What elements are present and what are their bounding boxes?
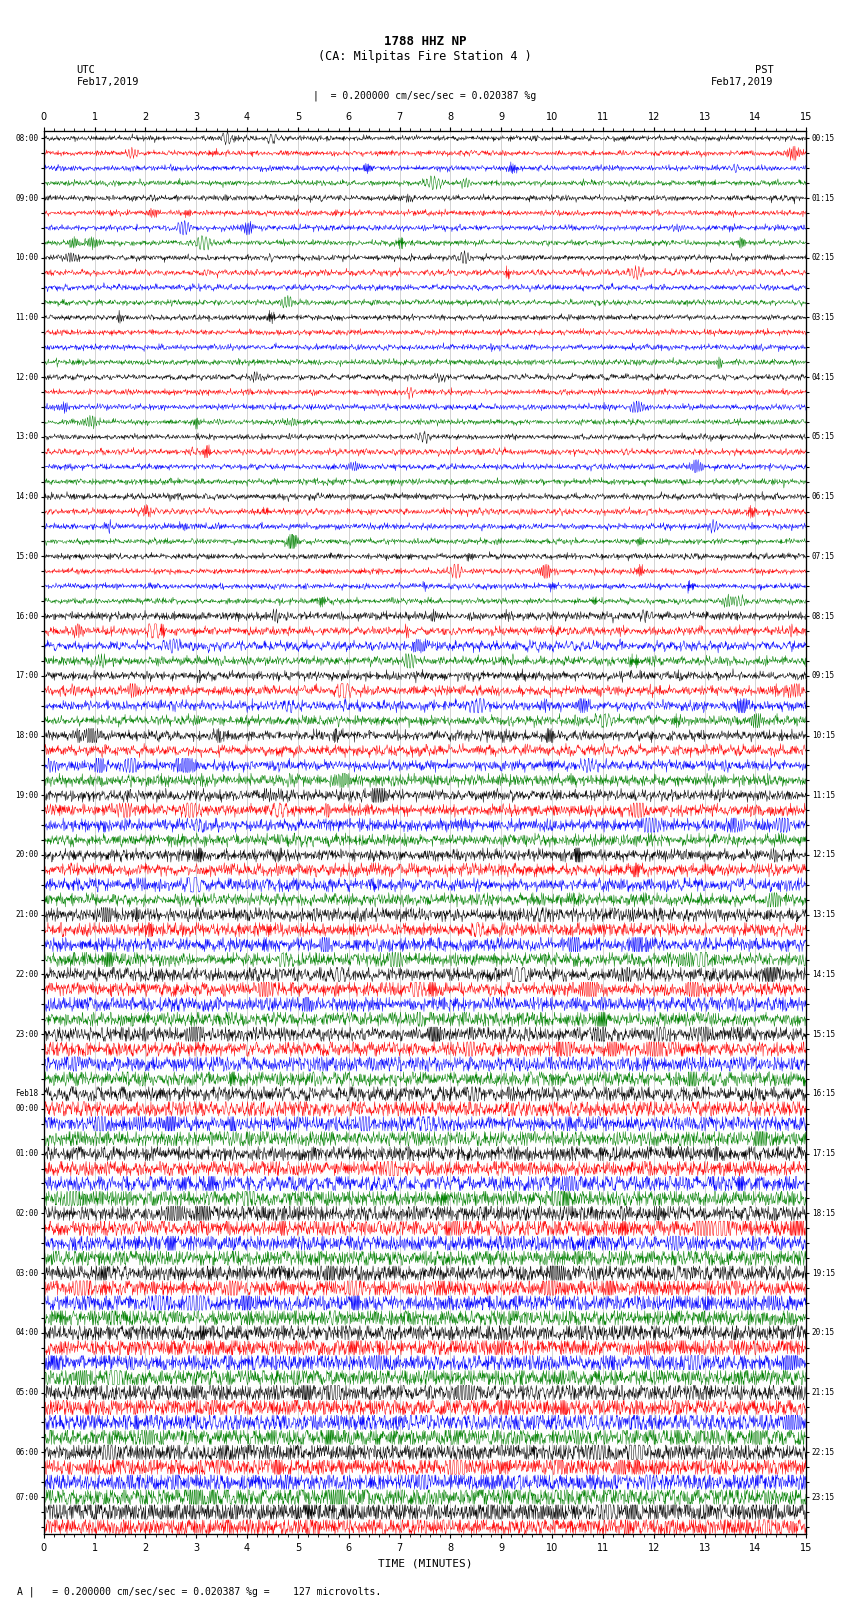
Text: Feb17,2019: Feb17,2019	[711, 77, 774, 87]
Text: PST: PST	[755, 65, 774, 74]
Text: A |   = 0.200000 cm/sec/sec = 0.020387 %g =    127 microvolts.: A | = 0.200000 cm/sec/sec = 0.020387 %g …	[17, 1586, 382, 1597]
Text: Feb17,2019: Feb17,2019	[76, 77, 139, 87]
Text: |  = 0.200000 cm/sec/sec = 0.020387 %g: | = 0.200000 cm/sec/sec = 0.020387 %g	[314, 90, 536, 102]
Text: UTC: UTC	[76, 65, 95, 74]
X-axis label: TIME (MINUTES): TIME (MINUTES)	[377, 1560, 473, 1569]
Text: 1788 HHZ NP: 1788 HHZ NP	[383, 35, 467, 48]
Text: (CA: Milpitas Fire Station 4 ): (CA: Milpitas Fire Station 4 )	[318, 50, 532, 63]
